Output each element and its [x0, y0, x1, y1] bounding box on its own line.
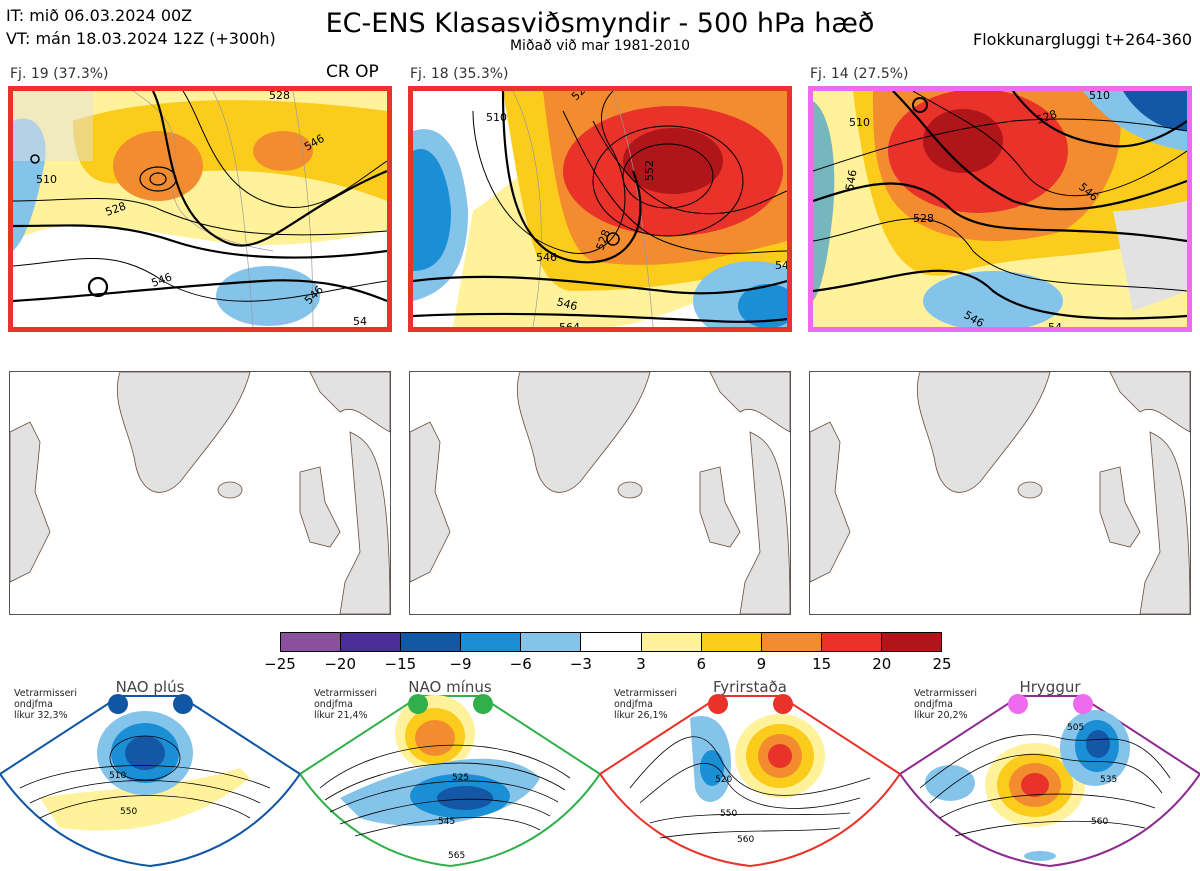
contour-label: 510: [109, 771, 126, 781]
regime-note: Vetrarmisseri ondjfma líkur 26,1%: [614, 688, 677, 721]
regime-note-line: Vetrarmisseri: [614, 688, 677, 699]
contour-label: 528: [913, 212, 934, 225]
empty-map-1: [9, 371, 391, 615]
colorbar-tick-label: −9: [449, 655, 472, 673]
regime-nao-minus[interactable]: NAO mínus Vetrarmisseri ondjfma líkur 21…: [300, 678, 600, 871]
colorbar-segment: [581, 633, 642, 651]
colorbar-segment: [881, 633, 942, 651]
contour-label: 510: [1089, 91, 1110, 102]
colorbar-segment: [821, 633, 882, 651]
anomaly-colorbar: [280, 632, 942, 652]
cluster-map-3[interactable]: 510 528 528 546 546 546 54 510: [808, 86, 1192, 332]
contour-label: 550: [720, 809, 737, 819]
colorbar-tick-label: 9: [756, 655, 767, 673]
colorbar-tick-label: −20: [324, 655, 356, 673]
contour-label: 565: [448, 851, 465, 861]
contour-label: 528: [269, 91, 290, 102]
colorbar-tick-label: −6: [509, 655, 532, 673]
cluster-tag-1: CR OP: [326, 62, 379, 82]
regime-name: NAO plús: [115, 678, 185, 696]
regime-note-line: Vetrarmisseri: [914, 688, 977, 699]
colorbar-segment: [641, 633, 702, 651]
colorbar-tick-label: −15: [384, 655, 417, 673]
colorbar-tick-label: 15: [812, 655, 832, 673]
regime-note: Vetrarmisseri ondjfma líkur 32,3%: [14, 688, 77, 721]
regime-blocking-map: 520 550 560: [600, 694, 900, 868]
regime-note-line: ondjfma: [314, 699, 353, 710]
regime-note-line: líkur 26,1%: [614, 710, 668, 721]
contour-label: 545: [438, 817, 455, 827]
regime-ridge[interactable]: Hryggur Vetrarmisseri ondjfma líkur 20,2…: [900, 678, 1200, 871]
regime-nao-plus-map: 510 550: [0, 694, 300, 868]
colorbar-tick-label: 25: [932, 655, 952, 673]
run-info: IT: mið 06.03.2024 00Z VT: mán 18.03.202…: [6, 4, 276, 50]
regime-blocking[interactable]: Fyrirstaða Vetrarmisseri ondjfma líkur 2…: [600, 678, 900, 871]
regime-name: NAO mínus: [408, 678, 492, 696]
cluster-map-2-graphic: 528 510 546 528 546 564 552 54: [413, 91, 787, 327]
regime-name: Fyrirstaða: [713, 678, 787, 696]
contour-label: 564: [559, 321, 580, 327]
contour-label: 560: [737, 835, 754, 845]
page-subtitle: Miðað við mar 1981-2010: [509, 38, 691, 54]
colorbar-segment: [761, 633, 822, 651]
contour-label: 505: [1067, 723, 1084, 733]
contour-label: 546: [536, 251, 557, 264]
page-title: EC-ENS Klasasviðsmyndir - 500 hPa hæð: [325, 8, 875, 39]
cluster-map-1-graphic: 510 528 546 546 528 546 54: [13, 91, 387, 327]
colorbar-tick-label: 6: [696, 655, 707, 673]
contour-label: 546: [843, 169, 859, 192]
colorbar-segment: [521, 633, 582, 651]
cluster-label-1: Fj. 19 (37.3%): [10, 66, 109, 82]
empty-map-3: [809, 371, 1191, 615]
colorbar-tick-label: 20: [872, 655, 892, 673]
cluster-map-2[interactable]: 528 510 546 528 546 564 552 54: [408, 86, 792, 332]
valid-time: VT: mán 18.03.2024 12Z (+300h): [6, 29, 276, 48]
colorbar-segment: [701, 633, 762, 651]
contour-label: 525: [452, 773, 469, 783]
regime-name: Hryggur: [1019, 678, 1081, 696]
colorbar-segment: [281, 633, 342, 651]
contour-label: 552: [643, 160, 656, 181]
regime-note-line: ondjfma: [614, 699, 653, 710]
colorbar-tick-label: −25: [264, 655, 296, 673]
colorbar-tick-label: −3: [569, 655, 592, 673]
colorbar-segment: [461, 633, 522, 651]
contour-label: 510: [849, 116, 870, 129]
regime-ridge-map: 505 535 560: [900, 694, 1200, 868]
contour-label: 546: [555, 295, 579, 313]
regime-note-line: Vetrarmisseri: [314, 688, 377, 699]
colorbar-segment: [341, 633, 402, 651]
contour-label: 535: [1100, 775, 1117, 785]
cluster-map-3-graphic: 510 528 528 546 546 546 54 510: [813, 91, 1187, 327]
initial-time: IT: mið 06.03.2024 00Z: [6, 6, 193, 25]
contour-label: 510: [36, 173, 57, 186]
regime-note-line: líkur 20,2%: [914, 710, 968, 721]
colorbar-tick-label: 3: [636, 655, 646, 673]
regime-note: Vetrarmisseri ondjfma líkur 21,4%: [314, 688, 377, 721]
regime-note: Vetrarmisseri ondjfma líkur 20,2%: [914, 688, 977, 721]
regime-nao-plus[interactable]: NAO plús Vetrarmisseri ondjfma líkur 32,…: [0, 678, 300, 871]
regime-nao-minus-map: 525 545 565: [300, 694, 600, 868]
cluster-label-2: Fj. 18 (35.3%): [410, 66, 509, 82]
classification-window: Flokkunargluggi t+264-360: [973, 30, 1192, 49]
regime-note-line: ondjfma: [14, 699, 53, 710]
cluster-label-3: Fj. 14 (27.5%): [810, 66, 909, 82]
empty-map-3-graphic: [810, 372, 1190, 614]
regime-note-line: líkur 32,3%: [14, 710, 68, 721]
regime-note-line: ondjfma: [914, 699, 953, 710]
empty-map-2: [409, 371, 791, 615]
empty-map-1-graphic: [10, 372, 390, 614]
contour-label: 560: [1091, 817, 1108, 827]
contour-label: 54: [775, 259, 787, 272]
empty-map-2-graphic: [410, 372, 790, 614]
colorbar-segment: [401, 633, 462, 651]
cluster-map-1[interactable]: 510 528 546 546 528 546 54: [8, 86, 392, 332]
contour-label: 550: [120, 807, 137, 817]
regime-note-line: líkur 21,4%: [314, 710, 368, 721]
regime-note-line: Vetrarmisseri: [14, 688, 77, 699]
contour-label: 54: [353, 315, 367, 327]
contour-label: 510: [486, 111, 507, 124]
contour-label: 520: [715, 775, 732, 785]
contour-label: 54: [1048, 321, 1062, 327]
